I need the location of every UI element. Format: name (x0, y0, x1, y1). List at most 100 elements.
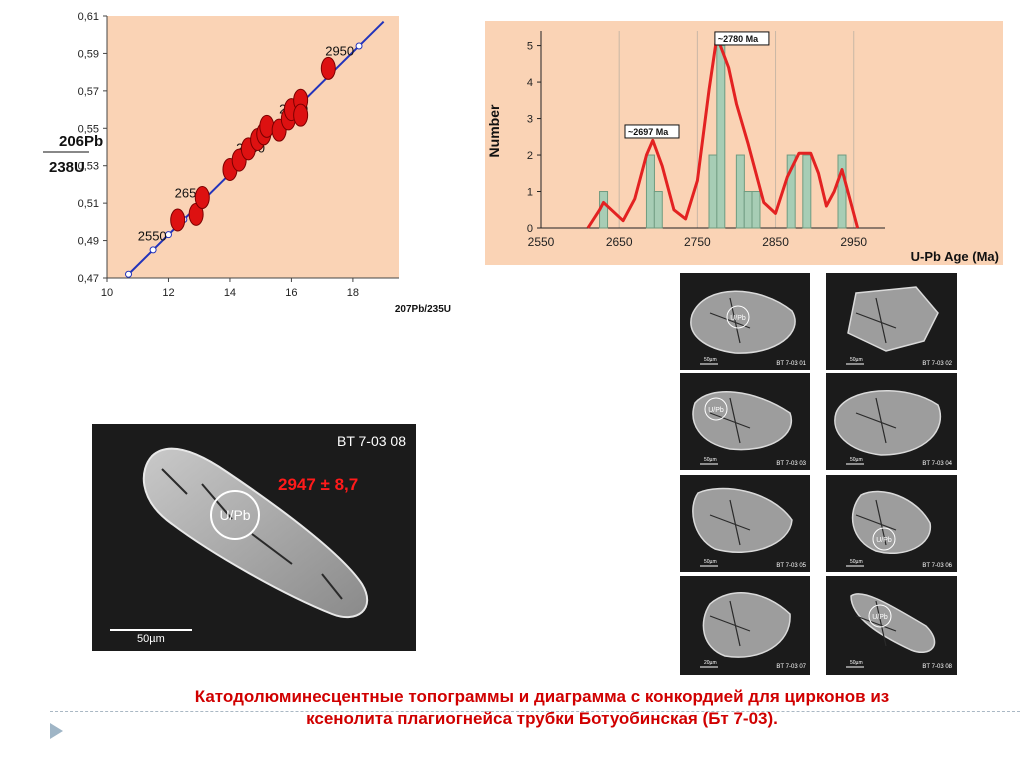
spot-label: U/Pb (872, 614, 888, 621)
scale-label: 50µm (704, 357, 717, 363)
y-tick-label: 2 (527, 150, 533, 162)
caption-line-2: ксенолита плагиогнейса трубки Ботуобинск… (306, 709, 778, 728)
zircon-grain-thumbnail: 50µm BT 7-03 05 (692, 487, 807, 569)
histogram-bar (645, 154, 655, 229)
x-tick-label: 2550 (528, 235, 555, 249)
peak-annotation-box (714, 31, 770, 46)
x-tick-label: 2850 (762, 235, 789, 249)
zircon-grain-thumbnail: U/Pb 50µm BT 7-03 03 (692, 391, 807, 467)
sample-label: BT 7-03 06 (922, 563, 952, 569)
concordia-age-label: 2550 (138, 229, 167, 244)
zircon-grain-thumbnail: U/Pb 50µm BT 7-03 08 (846, 592, 953, 670)
age-label: 2947 ± 8,7 (278, 475, 358, 494)
y-tick-label: 4 (527, 77, 533, 89)
scale-label: 50µm (850, 559, 863, 565)
peak-annotation-label: ~2780 Ma (718, 34, 759, 44)
y-tick-label: 5 (527, 41, 533, 53)
y-tick-label: 0,55 (78, 123, 99, 135)
zircon-grain-thumbnail: U/Pb 50µm BT 7-03 01 (690, 290, 807, 367)
scale-label: 50µm (704, 457, 717, 463)
histogram-bar (653, 191, 663, 229)
scale-label: 20µm (704, 660, 717, 666)
sample-label: BT 7-03 08 (922, 664, 952, 670)
peak-annotation-label: ~2697 Ma (628, 127, 669, 137)
scale-label: 50µm (850, 457, 863, 463)
scale-label: 50µm (850, 660, 863, 666)
zircon-grain-thumbnail: 50µm BT 7-03 04 (834, 390, 953, 467)
x-tick-label: 14 (224, 287, 236, 299)
grain-crack (709, 297, 751, 344)
data-ellipse (170, 208, 186, 232)
y-tick-label: 0,61 (78, 12, 99, 23)
concordia-age-marker (355, 42, 363, 50)
scale-label: 50µm (850, 357, 863, 363)
zircon-cl-thumbnail: 20µm BT 7-03 07 (680, 576, 810, 675)
age-histogram-chart: 0 1 2 3 4 5 2550 2650 2750 2850 2950 Number U-Pb Age… (485, 21, 1003, 265)
histogram-bar (802, 154, 812, 229)
sample-label: BT 7-03 03 (776, 461, 806, 467)
zircon-cl-image-large: U/Pb BT 7-03 08 2947 ± 8,7 50µm (92, 424, 416, 651)
histogram-bar (786, 154, 796, 229)
zircon-grain-thumbnail: 20µm BT 7-03 07 (700, 592, 807, 670)
zircon-grain (692, 391, 793, 451)
caption-line-1: Катодолюминесцентные топограммы и диагра… (194, 687, 890, 706)
zircon-grain-thumbnail: U/Pb 50µm BT 7-03 06 (846, 490, 953, 569)
zircon-grain (847, 286, 939, 352)
x-tick-label: 12 (162, 287, 174, 299)
analysis-spot (704, 397, 728, 421)
sample-label: BT 7-03 07 (776, 664, 806, 670)
histogram-bar (743, 191, 753, 229)
grain-crack (855, 600, 897, 647)
zircon-cl-thumbnail: 50µm BT 7-03 05 (680, 475, 810, 572)
sample-label: BT 7-03 08 (337, 433, 406, 449)
grain-crack (855, 397, 897, 444)
grain-crack (855, 499, 897, 546)
zircon-grain-thumbnail: 50µm BT 7-03 02 (846, 286, 953, 367)
zircon-grain (702, 592, 791, 658)
sample-label: BT 7-03 01 (776, 361, 806, 367)
x-tick-label: 16 (285, 287, 297, 299)
data-ellipse (259, 114, 275, 138)
analysis-spot (726, 305, 750, 329)
data-ellipse (320, 56, 336, 80)
grain-crack (709, 600, 751, 647)
grain-crack (709, 499, 751, 546)
x-tick-label: 18 (347, 287, 359, 299)
zircon-cl-thumbnail: U/Pb 50µm BT 7-03 08 (826, 576, 957, 675)
data-ellipse (194, 186, 210, 210)
x-tick-label: 2950 (840, 235, 867, 249)
x-axis-label: 207Pb/235U (395, 304, 451, 315)
zircon-cl-thumbnail: 50µm BT 7-03 04 (826, 373, 957, 470)
y-tick-label: 0,47 (78, 273, 99, 285)
concordia-age-marker (164, 231, 172, 239)
y-axis-label-numerator: 206Pb (59, 133, 103, 150)
y-tick-label: 0,59 (78, 48, 99, 60)
grain-crack (709, 397, 751, 444)
concordia-chart: 0,47 0,49 0,51 0,53 0,55 0,57 0,59 0,61 10 12 14 16… (39, 12, 453, 316)
zircon-cl-thumbnail: 50µm BT 7-03 02 (826, 273, 957, 370)
y-tick-label: 0,51 (78, 198, 99, 210)
spot-label: U/Pb (876, 537, 892, 544)
y-tick-label: 0,49 (78, 236, 99, 248)
sample-label: BT 7-03 02 (922, 361, 952, 367)
zircon-cl-thumbnail: U/Pb 50µm BT 7-03 06 (826, 475, 957, 572)
concordia-age-label: 2950 (325, 43, 354, 58)
x-axis-label: U-Pb Age (Ma) (911, 249, 999, 264)
histogram-bar (751, 191, 761, 229)
scale-label: 50µm (137, 633, 165, 645)
probability-density-curve (586, 35, 860, 229)
y-axis-label-denominator: 238U (49, 159, 85, 176)
zircon-cl-thumbnail: U/Pb 50µm BT 7-03 01 (680, 273, 810, 370)
y-tick-label: 0,53 (78, 161, 99, 173)
y-tick-label: 1 (527, 187, 533, 199)
spot-label: U/Pb (708, 407, 724, 414)
analysis-spot (868, 604, 892, 628)
spot-label: U/Pb (219, 507, 250, 523)
peak-annotation-box (624, 124, 680, 139)
y-tick-label: 3 (527, 114, 533, 126)
histogram-bar (716, 45, 726, 229)
zircon-grain (692, 487, 793, 553)
zircon-grain (834, 390, 942, 456)
data-ellipse (293, 103, 309, 127)
x-tick-label: 2650 (606, 235, 633, 249)
